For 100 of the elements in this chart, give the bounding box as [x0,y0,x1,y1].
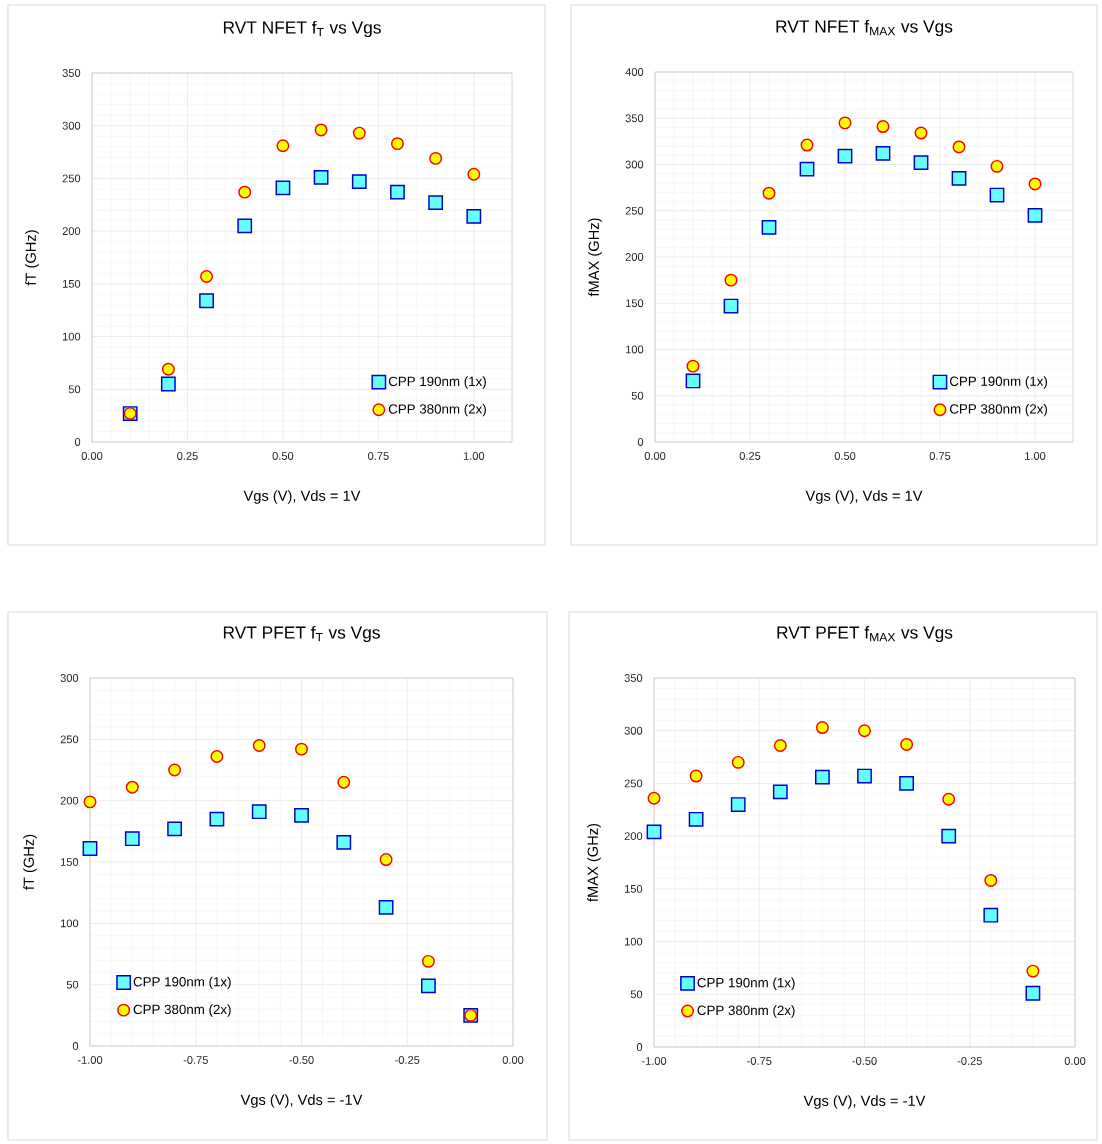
y-axis-title: fT (GHz) [25,230,39,286]
point [237,218,253,234]
point [336,834,352,850]
point [951,170,967,186]
point [161,362,175,376]
legend-label: CPP 380nm (2x) [697,1005,795,1018]
x-tick-label: -0.50 [852,1057,877,1065]
x-tick-label: 0.50 [834,452,856,460]
point [200,270,214,283]
x-tick-label: -0.25 [395,1056,420,1064]
legend-label: CPP 380nm (2x) [388,403,486,417]
point [900,737,914,751]
point [295,742,308,756]
point [83,795,97,809]
point [421,978,436,994]
y-tick-label: 250 [624,779,643,788]
point [646,824,662,840]
x-tick-label: 0.00 [1064,1057,1086,1065]
y-tick-label: 150 [626,299,644,308]
point [941,828,957,844]
x-tick-label: 0.00 [644,452,666,460]
x-tick-label: 0.50 [272,452,294,460]
x-axis-title: Vgs (V), Vds = 1V [805,490,923,504]
y-tick-label: 100 [625,937,643,946]
x-tick-label: 0.75 [368,452,389,460]
y-tick-label: 150 [62,279,81,288]
point [800,138,814,152]
point [689,769,703,783]
legend-label: CPP 190nm (1x) [133,976,231,990]
point [857,768,872,784]
y-tick-label: 50 [68,385,81,394]
point [899,776,915,791]
point [251,804,267,820]
y-tick-label: 200 [62,227,81,236]
x-tick-label: -0.50 [289,1056,314,1064]
y-tick-label: 0 [637,438,644,446]
point [294,807,309,823]
y-tick-label: 350 [62,69,81,77]
point [942,792,956,806]
point [199,293,214,309]
x-tick-label: -1.00 [77,1056,103,1064]
x-tick-label: 0.75 [929,452,951,460]
point [429,151,443,165]
y-tick-label: 150 [625,884,643,893]
y-tick-label: 250 [625,206,644,215]
chart-title: RVT NFET f$_{MAX}$ vs Vgs [776,19,953,37]
point [421,954,435,968]
point [428,195,444,211]
y-tick-label: 300 [624,726,643,735]
y-tick-label: 200 [625,253,644,261]
y-tick-label: 0 [74,438,81,446]
point [815,721,829,735]
point [723,298,739,314]
point [913,155,929,171]
point [731,755,745,769]
y-axis-title: fT (GHz) [23,834,37,890]
point [275,180,291,196]
point [858,724,871,738]
y-tick-label: 100 [62,332,81,341]
point [838,116,852,130]
y-tick-label: 150 [60,858,79,866]
point [82,841,98,856]
point [724,273,738,287]
point [773,739,787,752]
point [799,161,815,177]
point [1026,964,1040,978]
legend-label: CPP 190nm (1x) [949,376,1047,389]
y-tick-label: 250 [62,174,81,183]
point [125,780,139,794]
point [761,220,777,235]
legend-label: CPP 380nm (2x) [949,403,1047,417]
y-axis-title: fMAX (GHz) [587,823,601,902]
x-tick-label: -0.25 [957,1057,982,1065]
y-tick-label: 350 [624,674,643,682]
y-tick-label: 100 [60,919,79,928]
point [1027,207,1043,223]
x-tick-label: 0.00 [81,452,103,460]
point [467,167,481,181]
y-tick-label: 100 [626,345,644,354]
point [1028,177,1042,191]
point [1025,985,1041,1001]
chart-title: RVT PFET f$_{T}$ vs Vgs [223,625,380,643]
point [160,376,176,392]
point [168,763,182,777]
y-tick-label: 300 [62,121,81,130]
y-tick-label: 50 [66,980,79,989]
point [167,821,183,837]
point [876,120,890,134]
point [390,137,404,151]
x-tick-label: 1.00 [1025,452,1046,460]
point [990,159,1004,173]
x-tick-label: 1.00 [463,452,485,460]
chart-title: RVT PFET f$_{MAX}$ vs Vgs [777,625,953,643]
y-tick-label: 50 [631,391,644,400]
legend-label: CPP 190nm (1x) [388,376,486,389]
x-tick-label: -0.75 [183,1056,208,1064]
point [989,187,1005,203]
point [875,146,891,161]
y-axis-title: fMAX (GHz) [588,218,602,297]
point [379,853,393,867]
